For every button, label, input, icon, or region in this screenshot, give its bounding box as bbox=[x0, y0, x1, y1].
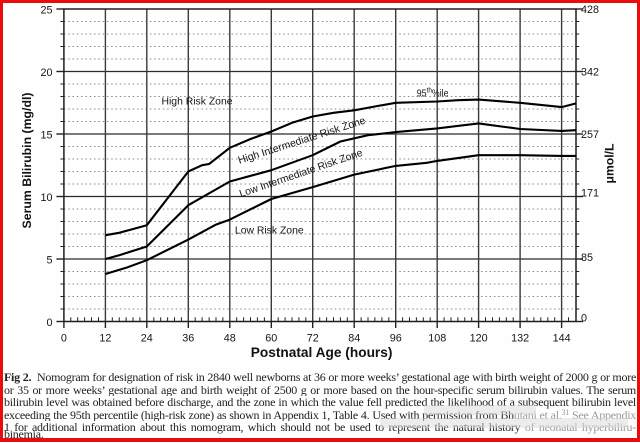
svg-text:60: 60 bbox=[265, 333, 277, 345]
svg-text:μmol/L: μmol/L bbox=[603, 143, 617, 184]
svg-text:Postnatal Age (hours): Postnatal Age (hours) bbox=[251, 345, 393, 360]
svg-text:72: 72 bbox=[307, 333, 319, 345]
svg-text:0: 0 bbox=[46, 317, 52, 329]
svg-text:428: 428 bbox=[581, 4, 599, 16]
svg-text:171: 171 bbox=[581, 188, 599, 200]
svg-text:132: 132 bbox=[511, 333, 529, 345]
svg-text:108: 108 bbox=[428, 333, 446, 345]
svg-text:85: 85 bbox=[581, 252, 593, 264]
svg-text:High Risk Zone: High Risk Zone bbox=[161, 97, 232, 108]
svg-text:0: 0 bbox=[581, 312, 587, 324]
svg-text:257: 257 bbox=[581, 129, 599, 141]
svg-text:25: 25 bbox=[40, 4, 52, 16]
svg-text:342: 342 bbox=[581, 66, 599, 78]
svg-text:12: 12 bbox=[99, 333, 111, 345]
svg-text:84: 84 bbox=[348, 333, 360, 345]
svg-text:144: 144 bbox=[553, 333, 571, 345]
svg-text:36: 36 bbox=[182, 333, 194, 345]
svg-text:48: 48 bbox=[224, 333, 236, 345]
svg-text:20: 20 bbox=[40, 67, 52, 79]
svg-text:15: 15 bbox=[40, 129, 52, 141]
svg-text:24: 24 bbox=[141, 333, 153, 345]
svg-text:Low Risk Zone: Low Risk Zone bbox=[235, 226, 304, 237]
svg-text:Serum Bilirubin (mg/dl): Serum Bilirubin (mg/dl) bbox=[20, 93, 34, 229]
svg-text:0: 0 bbox=[61, 333, 67, 345]
svg-text:96: 96 bbox=[390, 333, 402, 345]
svg-text:95th%ile: 95th%ile bbox=[417, 86, 449, 100]
svg-text:10: 10 bbox=[40, 192, 52, 204]
svg-text:120: 120 bbox=[470, 333, 488, 345]
svg-text:5: 5 bbox=[46, 254, 52, 266]
